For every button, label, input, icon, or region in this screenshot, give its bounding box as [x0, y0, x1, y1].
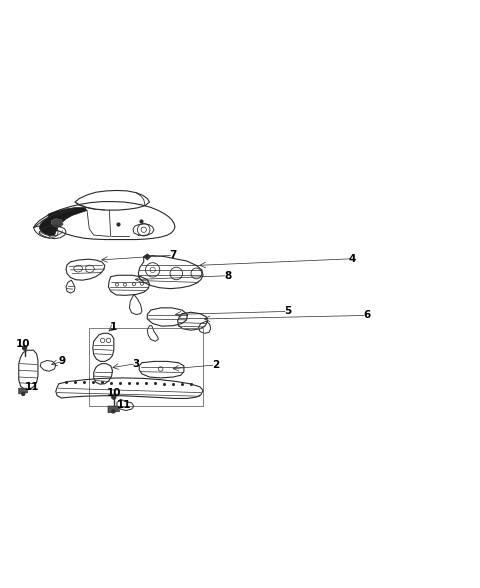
- Text: 2: 2: [212, 360, 219, 370]
- Circle shape: [22, 346, 27, 350]
- Circle shape: [111, 395, 116, 399]
- Polygon shape: [108, 406, 120, 413]
- Text: 10: 10: [16, 339, 30, 349]
- Text: 6: 6: [363, 310, 371, 320]
- Circle shape: [111, 410, 115, 413]
- Circle shape: [22, 392, 25, 396]
- Text: 11: 11: [117, 400, 132, 410]
- Text: 7: 7: [169, 250, 177, 260]
- Text: 1: 1: [110, 322, 118, 332]
- Text: 9: 9: [59, 356, 66, 366]
- Polygon shape: [144, 254, 151, 260]
- Text: 4: 4: [349, 254, 356, 264]
- Text: 3: 3: [132, 359, 140, 369]
- Polygon shape: [51, 219, 63, 228]
- Text: 10: 10: [107, 387, 121, 397]
- Text: 11: 11: [25, 382, 39, 392]
- Polygon shape: [39, 208, 87, 236]
- Text: 5: 5: [284, 306, 291, 316]
- Text: 8: 8: [224, 270, 231, 280]
- Polygon shape: [19, 388, 28, 394]
